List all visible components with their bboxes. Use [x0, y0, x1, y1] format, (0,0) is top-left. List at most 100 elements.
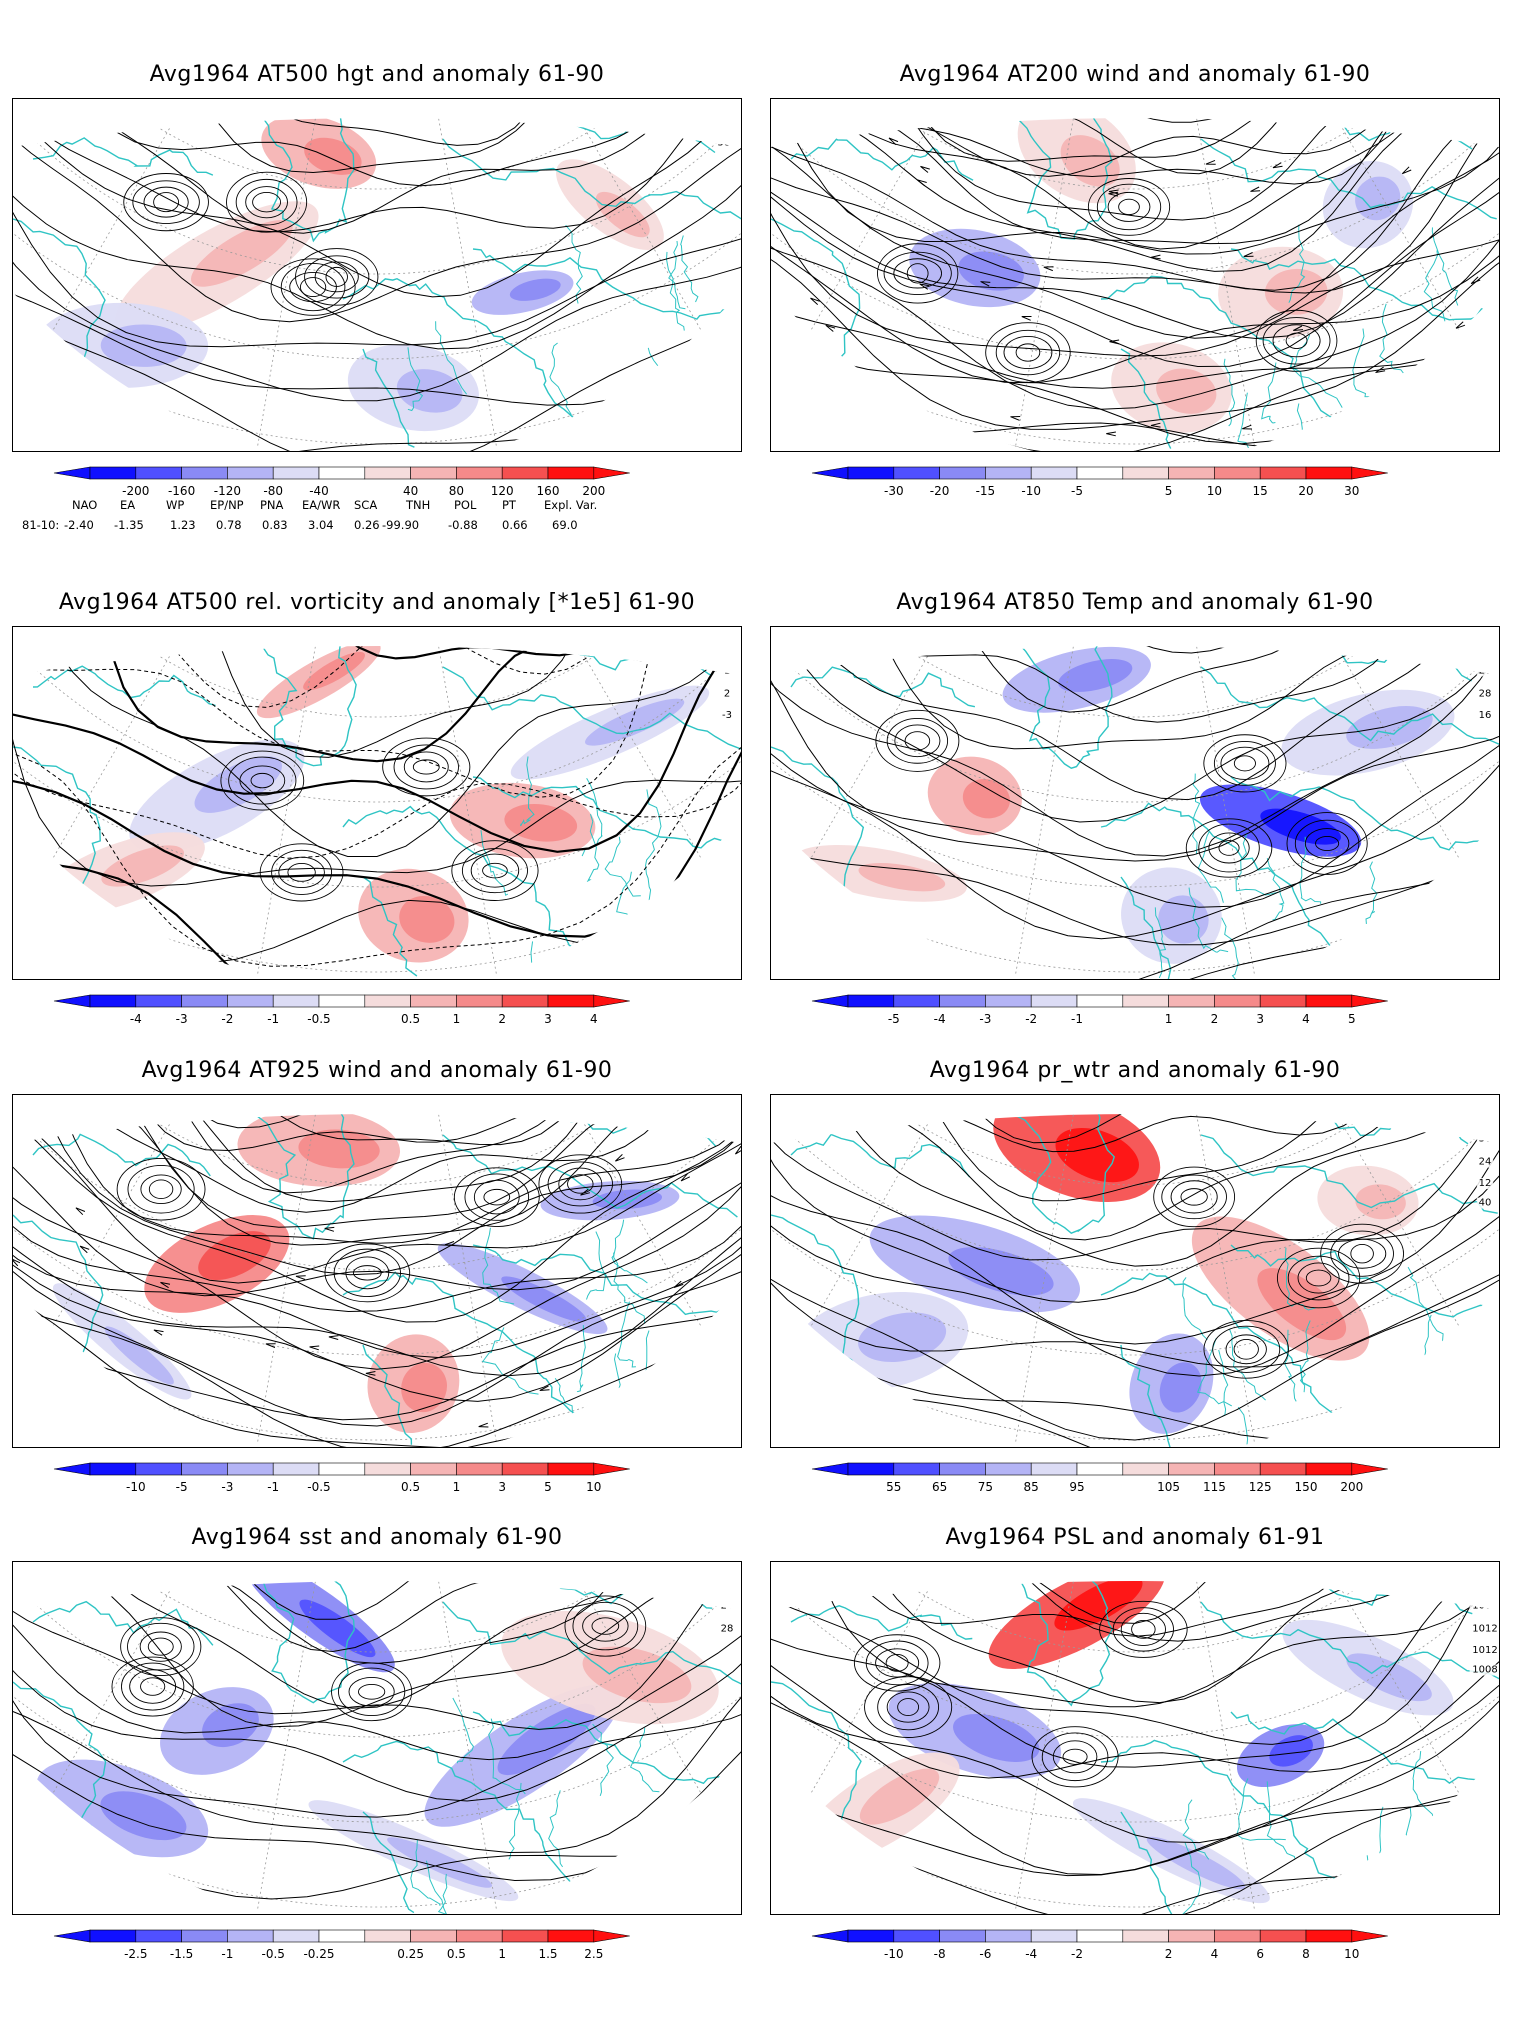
colorbar-tick-label: -10 — [884, 1947, 904, 1961]
country-border — [1154, 907, 1167, 979]
colorbar-tick-label: -80 — [263, 484, 283, 498]
contour-label-bg — [1477, 633, 1493, 644]
country-border — [1192, 773, 1201, 855]
closed-contour — [278, 856, 325, 889]
coastline — [442, 666, 741, 750]
colorbar-segment — [501, 1929, 549, 1943]
closed-contour — [1052, 1740, 1098, 1774]
colorbar-tick-label: 20 — [1298, 484, 1313, 498]
colorbar-segment — [1305, 1462, 1353, 1476]
contour-line — [13, 1114, 741, 1213]
contour-line — [13, 1581, 741, 1761]
closed-contour — [1003, 336, 1053, 370]
contour-label-bg — [1477, 1101, 1493, 1112]
colorbar-tick-label: 1 — [498, 1947, 506, 1961]
wind-arrow — [1205, 159, 1216, 165]
contour-line — [771, 118, 1499, 245]
contour-line — [13, 646, 741, 859]
colorbar-tick-label: 115 — [1203, 1480, 1226, 1494]
colorbar-tick-label: 80 — [449, 484, 464, 498]
map-frame — [12, 1094, 742, 1448]
country-border — [1235, 832, 1280, 896]
longitude-line — [376, 118, 741, 451]
colorbar: -10 -8 -6 -4 -2 2 4 6 8 10 — [810, 1929, 1460, 1970]
contour-label-bg — [722, 633, 731, 644]
coastline — [342, 805, 612, 979]
tc-name-pna: PNA — [260, 498, 284, 512]
country-border — [616, 871, 661, 946]
colorbar-segment — [501, 466, 549, 480]
wind-arrow — [682, 1347, 692, 1355]
contour-label-bg — [722, 1568, 731, 1579]
closed-contour — [885, 1654, 909, 1672]
wind-arrow — [265, 1343, 276, 1348]
contour-label-bg — [1470, 1568, 1499, 1579]
anomaly-core — [194, 756, 283, 813]
contour-line — [771, 1114, 1499, 1241]
colorbar-tick-label: 2 — [1165, 1947, 1173, 1961]
anomaly-core — [1054, 1581, 1143, 1631]
contour-line — [13, 646, 741, 853]
closed-contour — [1153, 1166, 1236, 1228]
country-border — [565, 224, 583, 304]
contour-label: 1004 — [1472, 1591, 1497, 1602]
colorbar-segment — [847, 1462, 895, 1476]
contour-label: 16 — [1479, 640, 1492, 651]
colorbar: -2.5 -1.5 -1 -0.5 -0.25 0.25 0.5 1 1.5 2.5 — [52, 1929, 702, 1970]
contour-label-bg — [718, 710, 736, 722]
contour-label: 20 — [721, 1568, 734, 1579]
contour-label-bg — [722, 633, 731, 644]
panel-title: Avg1964 sst and anomaly 61-90 — [191, 1525, 563, 1550]
closed-contour — [865, 1640, 929, 1686]
contour-line — [13, 1581, 741, 1728]
colorbar-tick-label: 0.5 — [401, 1480, 420, 1494]
colorbar-tick-label: -1 — [267, 1012, 279, 1026]
contour-line — [13, 1114, 741, 1377]
contour-line — [13, 118, 741, 187]
contour-label-bg — [1480, 633, 1489, 644]
closed-contour — [1304, 828, 1350, 859]
colorbar-tick-label: 3 — [544, 1012, 552, 1026]
colorbar-segment — [272, 1462, 320, 1476]
panel-title: Avg1964 AT850 Temp and anomaly 61-90 — [896, 590, 1374, 615]
contour-label-bg — [1470, 1568, 1499, 1579]
colorbar-segment — [364, 1929, 411, 1943]
closed-contour — [906, 263, 929, 284]
colorbar-tick-label: 0.5 — [401, 1012, 420, 1026]
panel-title: Avg1964 AT925 wind and anomaly 61-90 — [141, 1058, 613, 1083]
coastline — [32, 1133, 211, 1177]
wind-arrow — [1021, 316, 1032, 321]
anomaly-core — [859, 1768, 940, 1825]
contour-line — [13, 118, 741, 451]
coastline — [552, 1114, 717, 1147]
contour-label-bg — [715, 105, 739, 116]
anomaly-core — [504, 803, 578, 842]
contour-label: 0 — [724, 633, 730, 644]
tc-value-explvar: 69.0 — [552, 518, 578, 532]
contour-label: 36 — [1447, 1101, 1460, 1112]
contour-line — [13, 1114, 741, 1194]
colorbar-tick-label: -200 — [122, 484, 149, 498]
closed-contour — [331, 1662, 413, 1722]
contour-line — [13, 646, 741, 857]
colorbar-segment — [501, 994, 549, 1008]
contour-label: 52 — [1479, 1108, 1492, 1119]
map-content — [13, 1114, 741, 1447]
contour-label-bg — [1477, 1101, 1493, 1112]
contour-line — [771, 118, 1499, 250]
contour-label-bg — [1438, 1568, 1469, 1579]
longitude-line — [1134, 1114, 1499, 1447]
colorbar-segment — [410, 1462, 457, 1476]
contour-label: 2 — [724, 633, 730, 644]
country-border — [665, 251, 685, 331]
contour-line — [771, 1114, 1499, 1441]
colorbar-tick-label: -6 — [979, 1947, 991, 1961]
closed-contour — [1233, 755, 1256, 772]
anomaly-core — [595, 191, 650, 238]
closed-contour — [1180, 1188, 1208, 1206]
colorbar-tick-label: -40 — [309, 484, 329, 498]
colorbar-tick-label: 55 — [886, 1480, 901, 1494]
closed-contour — [538, 1154, 623, 1214]
contour-line — [771, 646, 1499, 801]
colorbar-arrow-low — [811, 1462, 849, 1476]
